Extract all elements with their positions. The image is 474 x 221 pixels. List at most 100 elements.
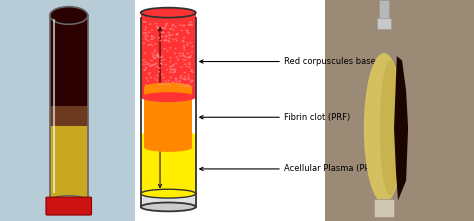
Ellipse shape	[164, 40, 166, 42]
Ellipse shape	[173, 70, 176, 72]
Ellipse shape	[145, 26, 147, 28]
Ellipse shape	[183, 47, 185, 48]
Ellipse shape	[161, 55, 163, 57]
Bar	[50, 106, 88, 137]
Ellipse shape	[184, 59, 187, 61]
Ellipse shape	[158, 57, 160, 58]
Ellipse shape	[161, 63, 163, 65]
Bar	[374, 199, 394, 217]
Ellipse shape	[185, 85, 187, 87]
Ellipse shape	[174, 69, 177, 70]
Ellipse shape	[169, 28, 172, 30]
Ellipse shape	[147, 80, 149, 82]
Ellipse shape	[154, 57, 156, 59]
Ellipse shape	[163, 87, 165, 89]
Ellipse shape	[191, 24, 193, 25]
Ellipse shape	[184, 79, 186, 80]
Ellipse shape	[188, 77, 190, 79]
Ellipse shape	[191, 46, 194, 47]
Ellipse shape	[169, 61, 172, 63]
Ellipse shape	[169, 66, 171, 68]
Ellipse shape	[182, 40, 184, 41]
Ellipse shape	[149, 65, 151, 67]
Ellipse shape	[173, 29, 175, 31]
Ellipse shape	[188, 63, 191, 65]
Ellipse shape	[183, 49, 186, 50]
Ellipse shape	[151, 45, 154, 47]
Ellipse shape	[157, 27, 159, 29]
Ellipse shape	[188, 32, 190, 34]
Ellipse shape	[167, 83, 170, 84]
Ellipse shape	[160, 59, 163, 61]
Ellipse shape	[152, 55, 155, 57]
Ellipse shape	[151, 38, 154, 40]
Ellipse shape	[188, 57, 191, 59]
Ellipse shape	[191, 80, 193, 82]
Ellipse shape	[174, 48, 177, 50]
Ellipse shape	[141, 189, 196, 198]
Ellipse shape	[169, 84, 171, 86]
Ellipse shape	[146, 35, 148, 37]
Bar	[141, 13, 196, 194]
Ellipse shape	[144, 69, 146, 71]
Ellipse shape	[172, 25, 174, 26]
Ellipse shape	[179, 77, 181, 78]
Ellipse shape	[187, 52, 189, 54]
Ellipse shape	[179, 24, 182, 26]
Ellipse shape	[143, 21, 145, 23]
Ellipse shape	[150, 77, 152, 78]
Ellipse shape	[186, 44, 189, 46]
Ellipse shape	[182, 59, 185, 61]
Ellipse shape	[182, 84, 185, 86]
Ellipse shape	[186, 66, 188, 67]
Ellipse shape	[145, 38, 147, 40]
Ellipse shape	[181, 30, 183, 31]
Ellipse shape	[148, 31, 150, 33]
Ellipse shape	[155, 23, 157, 25]
Ellipse shape	[156, 54, 158, 56]
Ellipse shape	[164, 80, 167, 82]
Ellipse shape	[156, 66, 158, 68]
Ellipse shape	[172, 24, 174, 26]
Ellipse shape	[157, 71, 160, 73]
Ellipse shape	[159, 84, 161, 85]
Ellipse shape	[165, 39, 167, 41]
Bar	[50, 15, 88, 110]
Ellipse shape	[147, 63, 150, 65]
Ellipse shape	[166, 50, 169, 52]
Ellipse shape	[190, 21, 192, 23]
Ellipse shape	[163, 77, 165, 78]
Ellipse shape	[141, 92, 196, 102]
Ellipse shape	[175, 38, 177, 40]
Ellipse shape	[151, 60, 153, 61]
Ellipse shape	[175, 33, 178, 35]
Ellipse shape	[50, 7, 88, 24]
Ellipse shape	[141, 130, 196, 140]
Ellipse shape	[189, 86, 191, 88]
Ellipse shape	[169, 34, 171, 36]
Ellipse shape	[175, 78, 177, 79]
Ellipse shape	[182, 53, 184, 54]
Ellipse shape	[187, 84, 189, 85]
Ellipse shape	[171, 69, 173, 71]
Ellipse shape	[165, 64, 167, 66]
Ellipse shape	[169, 71, 172, 73]
Ellipse shape	[191, 71, 194, 73]
Ellipse shape	[179, 55, 182, 57]
Ellipse shape	[145, 67, 147, 69]
Ellipse shape	[147, 73, 150, 75]
Ellipse shape	[144, 37, 146, 39]
Ellipse shape	[149, 23, 151, 25]
Ellipse shape	[145, 61, 147, 63]
FancyBboxPatch shape	[46, 197, 91, 215]
Ellipse shape	[154, 64, 156, 66]
Ellipse shape	[168, 37, 171, 39]
Ellipse shape	[174, 52, 176, 54]
Ellipse shape	[190, 42, 192, 44]
Ellipse shape	[184, 56, 187, 58]
Ellipse shape	[165, 24, 167, 25]
Ellipse shape	[144, 143, 192, 152]
Ellipse shape	[152, 64, 154, 65]
Ellipse shape	[153, 57, 155, 59]
Ellipse shape	[169, 47, 172, 49]
